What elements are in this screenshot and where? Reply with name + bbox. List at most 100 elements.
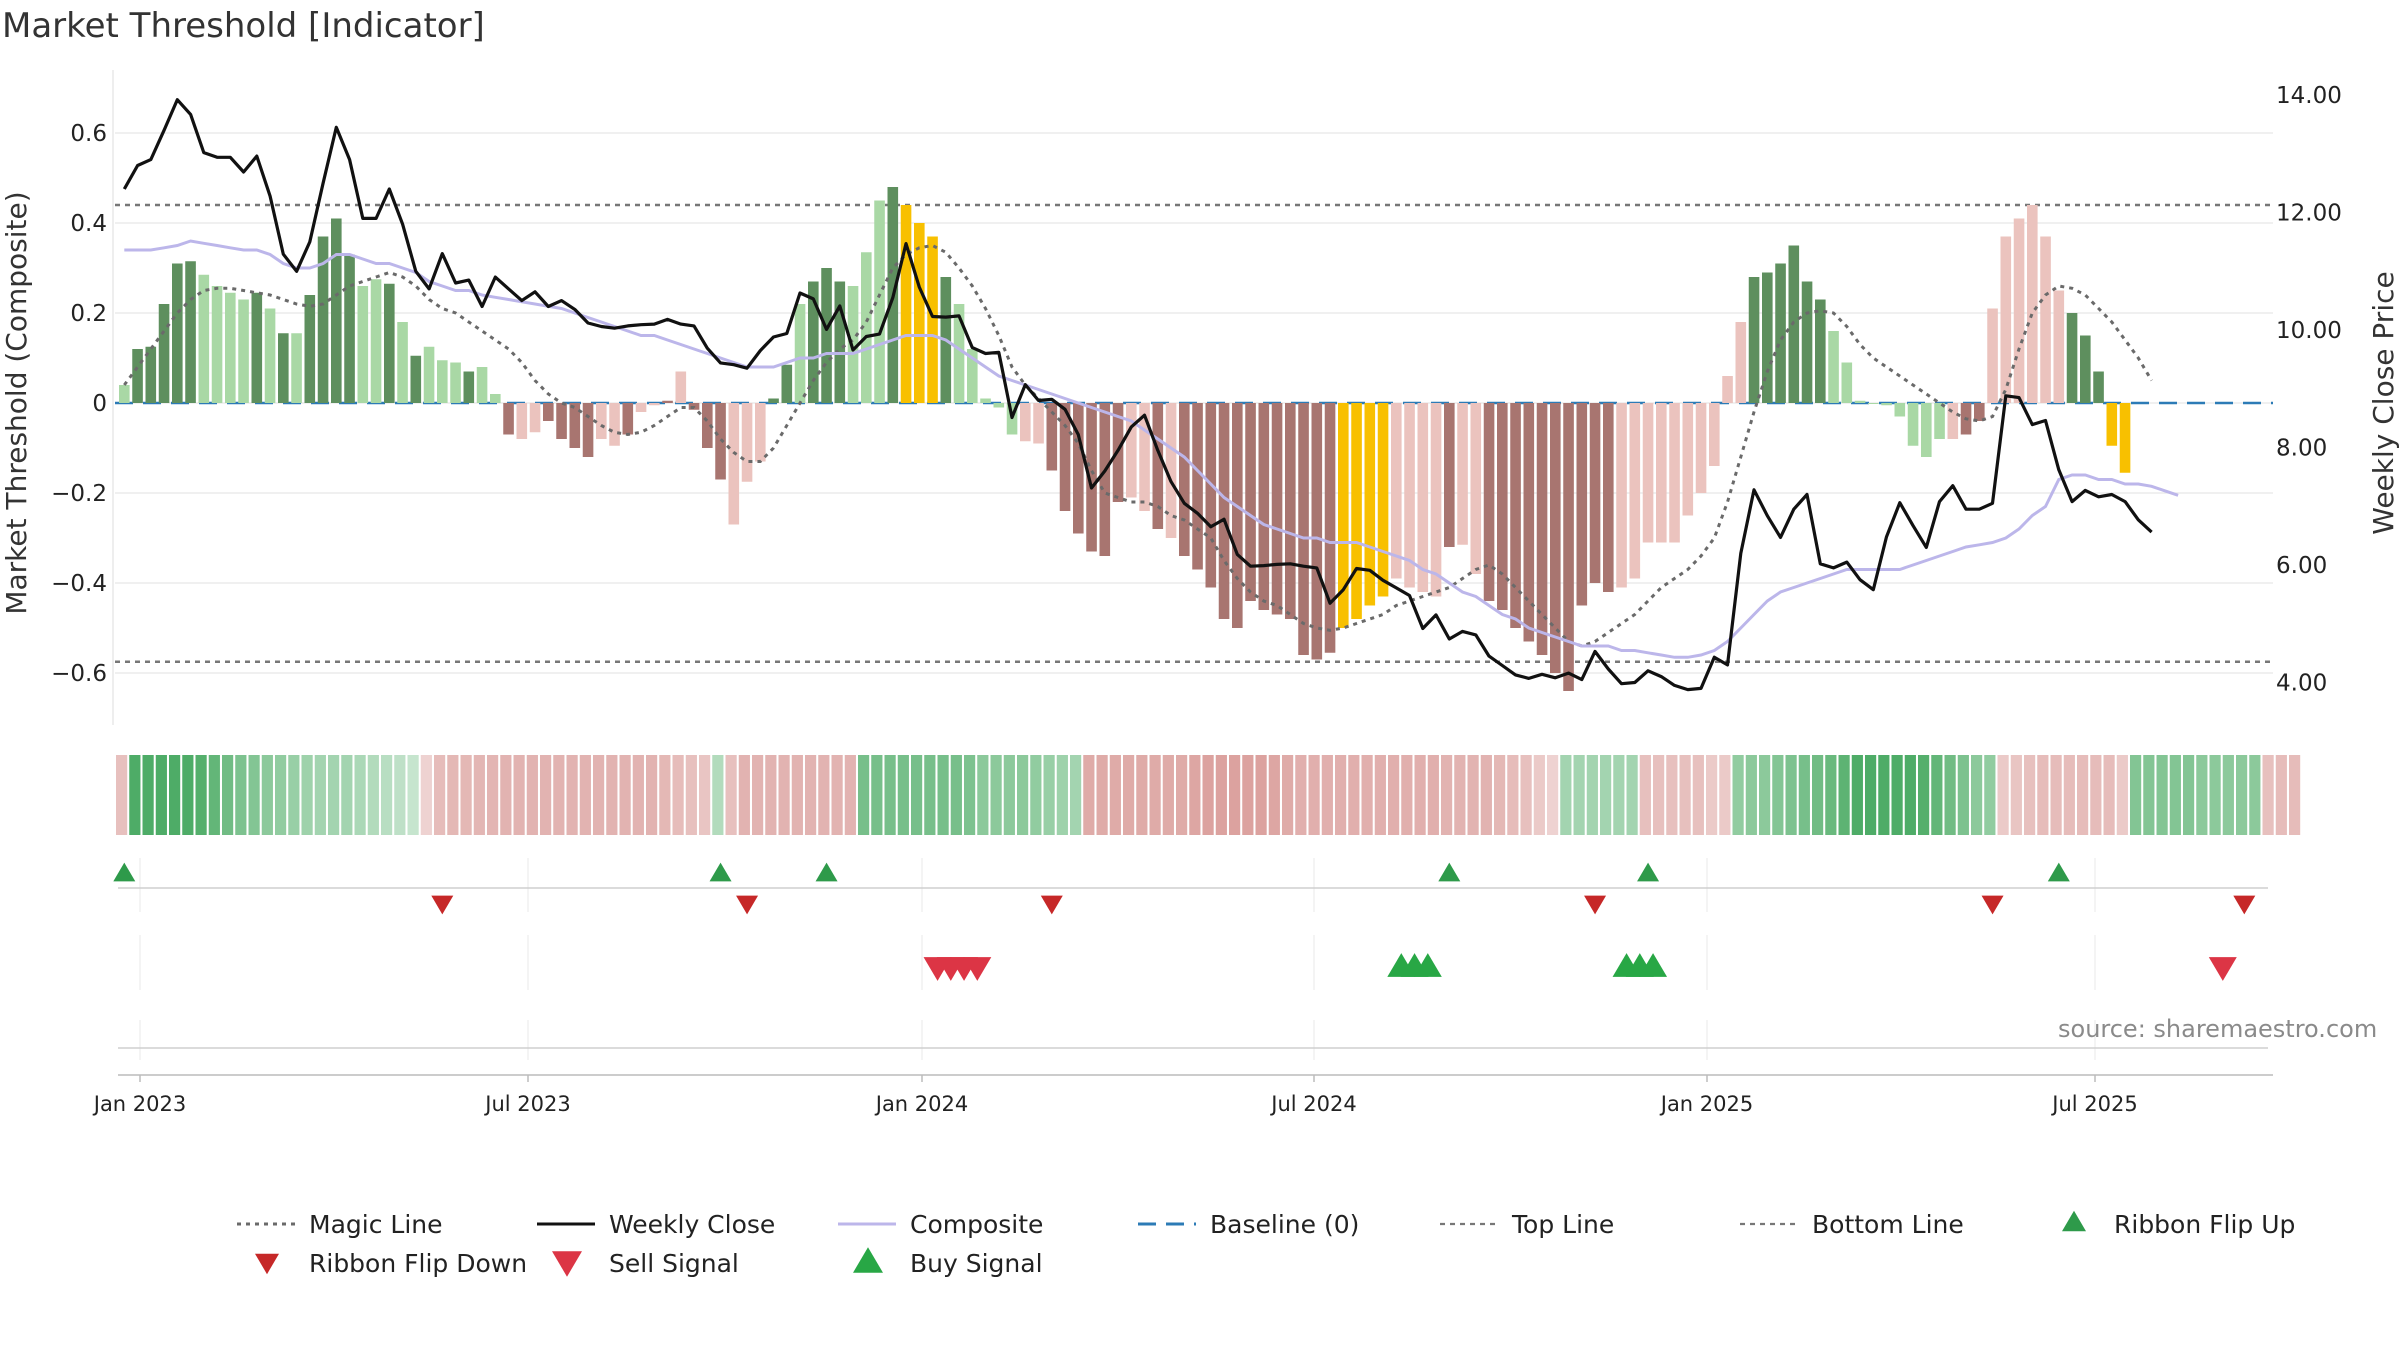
composite-bar	[1417, 403, 1429, 592]
ribbon-cell	[844, 755, 856, 835]
composite-bar	[1033, 403, 1044, 444]
ribbon-cell	[235, 755, 247, 835]
ribbon-cell	[447, 755, 459, 835]
ribbon-cell	[407, 755, 419, 835]
grid-lines	[115, 132, 2273, 674]
left-tick-label: 0.4	[70, 211, 107, 237]
ribbon-cell	[738, 755, 750, 835]
composite-bar	[556, 403, 567, 439]
composite-bar	[662, 400, 673, 403]
date-label: Jul 2024	[1269, 1092, 1356, 1116]
composite-bar	[635, 403, 647, 412]
composite-bar	[370, 279, 382, 403]
ribbon-cell	[1427, 755, 1439, 835]
legend-swatch-buy	[853, 1247, 883, 1273]
ribbon-flip-up-marker	[2047, 862, 2070, 882]
composite-bar	[2093, 371, 2104, 403]
magic-line-path	[123, 243, 2153, 648]
composite-bar	[2119, 403, 2131, 473]
composite-bar	[278, 333, 289, 403]
ribbon-cell	[2050, 755, 2062, 835]
legend: Magic Line Weekly Close Composite Baseline …	[237, 1210, 2295, 1278]
composite-bar	[1086, 403, 1097, 552]
composite-bar	[1642, 403, 1654, 543]
composite-bar	[927, 236, 938, 403]
composite-bar	[1404, 403, 1415, 588]
ribbon-cell	[858, 755, 870, 835]
composite-bar	[1298, 403, 1309, 655]
ribbon-cell	[314, 755, 326, 835]
ribbon-cell	[182, 755, 194, 835]
composite-bar	[423, 346, 435, 403]
composite-bar	[715, 403, 726, 480]
composite-bar	[1815, 299, 1826, 403]
ribbon-cell	[1388, 755, 1400, 835]
ribbon-cell	[460, 755, 472, 835]
ribbon-cell	[1639, 755, 1651, 835]
ribbon-cell	[500, 755, 512, 835]
ribbon-cell	[1494, 755, 1506, 835]
ribbon-cell	[1295, 755, 1307, 835]
composite-bar	[1589, 403, 1601, 583]
left-axis-title: Market Threshold (Composite)	[0, 191, 33, 614]
legend-swatch-flip-up	[2062, 1210, 2086, 1232]
ribbon-cell	[487, 755, 499, 835]
composite-bar	[1695, 403, 1707, 493]
ribbon-cell	[818, 755, 830, 835]
ribbon-cell	[354, 755, 366, 835]
ribbon-cell	[871, 755, 883, 835]
ribbon-cell	[2169, 755, 2181, 835]
composite-bar	[2053, 290, 2065, 403]
composite-bar	[2066, 313, 2078, 403]
ribbon-cell	[712, 755, 724, 835]
left-tick-label: −0.6	[51, 661, 107, 687]
chart-title: Market Threshold [Indicator]	[2, 6, 485, 46]
composite-bar	[1907, 403, 1919, 446]
ribbon-flip-up-marker	[1438, 862, 1461, 882]
ribbon-cell	[1653, 755, 1665, 835]
composite-bar	[1563, 403, 1574, 691]
ribbon-cell	[1547, 755, 1559, 835]
ribbon-cell	[513, 755, 525, 835]
sell-signal-marker	[2208, 957, 2237, 981]
ribbon-cell	[1507, 755, 1519, 835]
ribbon-cell	[1149, 755, 1161, 835]
buy-signal-marker	[1413, 953, 1442, 977]
composite-bar	[490, 394, 501, 403]
composite-bar	[344, 254, 355, 403]
left-tick-label: −0.4	[51, 571, 107, 597]
ribbon-cell	[2275, 755, 2287, 835]
ribbon-cell	[1229, 755, 1241, 835]
ribbon-cell	[924, 755, 936, 835]
composite-bar	[808, 281, 819, 403]
composite-bar	[1576, 403, 1588, 606]
ribbon-cell	[1745, 755, 1757, 835]
ribbon-cell	[1957, 755, 1969, 835]
composite-bar	[953, 304, 965, 403]
composite-bar	[861, 252, 872, 403]
composite-bar	[914, 223, 925, 403]
composite-bar	[1868, 403, 1879, 404]
ribbon-cell	[1984, 755, 1996, 835]
composite-bar	[158, 304, 170, 403]
composite-bar	[1974, 403, 1985, 421]
ribbon-cell	[937, 755, 949, 835]
ribbon-cell	[1454, 755, 1466, 835]
ribbon-cell	[2090, 755, 2102, 835]
composite-bar	[1987, 308, 1998, 403]
composite-bar	[516, 403, 528, 439]
ribbon-cell	[1176, 755, 1188, 835]
composite-bar	[384, 283, 395, 403]
composite-bar	[1364, 403, 1376, 606]
composite-bar	[874, 200, 885, 403]
ribbon-cell	[1865, 755, 1877, 835]
ribbon-cell	[1414, 755, 1426, 835]
buy-signal-marker	[1639, 953, 1668, 977]
right-tick-label: 12.00	[2276, 201, 2342, 227]
ribbon-cell	[1401, 755, 1413, 835]
ribbon-cell	[2103, 755, 2115, 835]
ribbon-cell	[394, 755, 406, 835]
ribbon-cell	[1162, 755, 1174, 835]
composite-bar	[1218, 403, 1230, 619]
ribbon-flip-down-marker	[431, 895, 454, 915]
